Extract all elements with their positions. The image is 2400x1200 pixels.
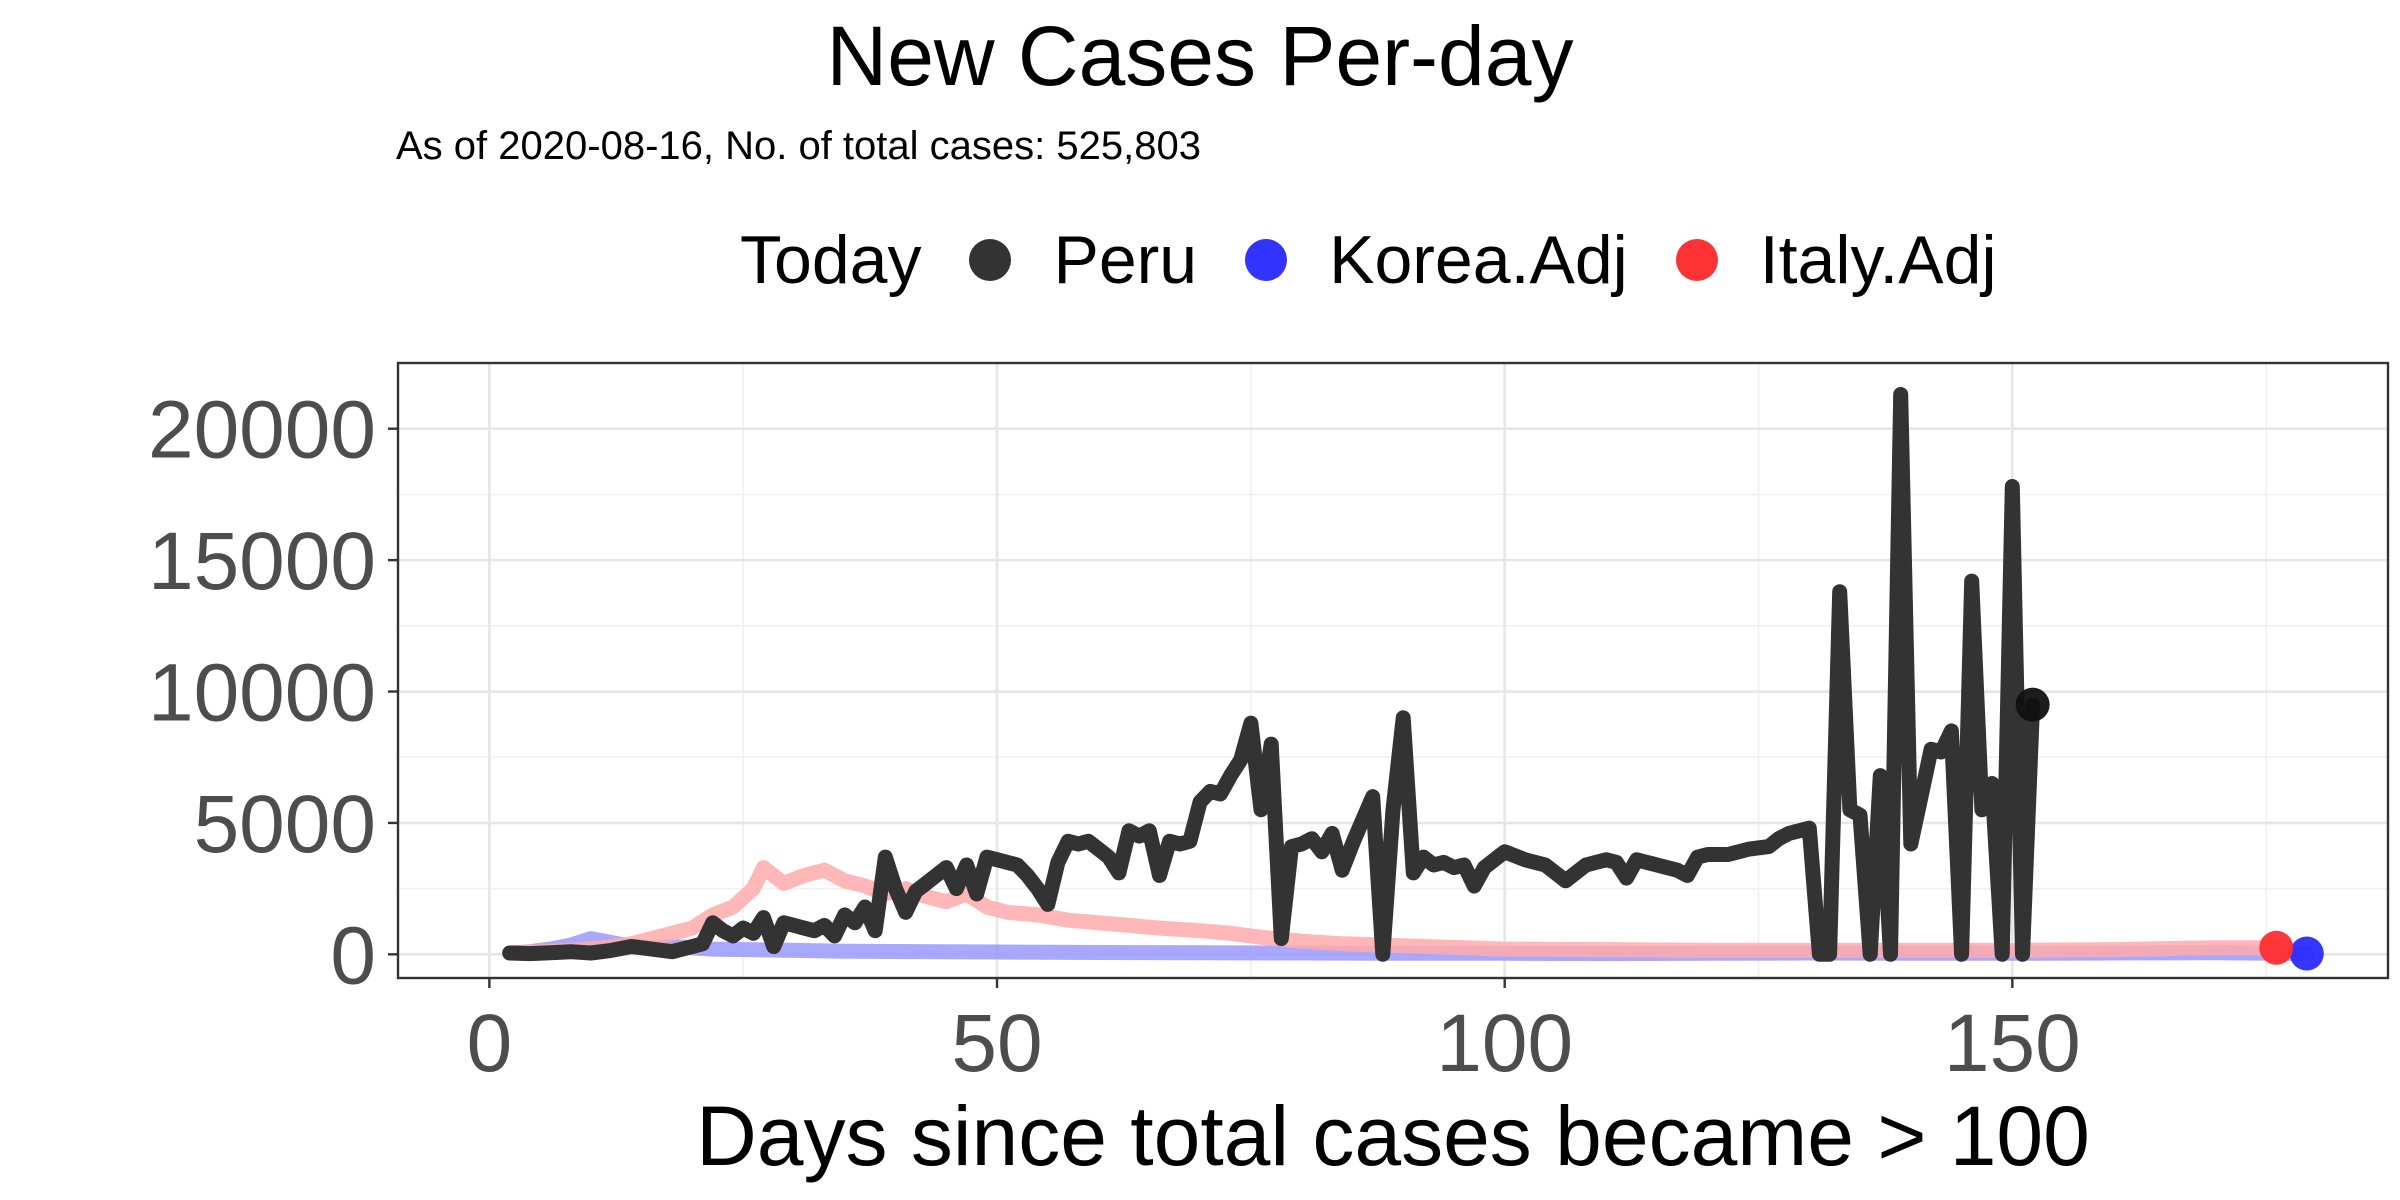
legend-label-korea: Korea.Adj [1329, 222, 1628, 298]
legend-item-italy: Italy.Adj [1675, 221, 1997, 299]
x-tick-label: 150 [1944, 998, 2081, 1089]
legend: Today Peru Korea.Adj Italy.Adj [740, 215, 2045, 305]
series-layer [502, 387, 2324, 971]
x-tick-label: 100 [1436, 998, 1573, 1089]
legend-item-korea: Korea.Adj [1245, 221, 1628, 299]
today-point-italy-adj [2259, 930, 2294, 965]
chart-subtitle: As of 2020-08-16, No. of total cases: 52… [396, 124, 1201, 168]
chart-title: New Cases Per-day [826, 9, 1574, 103]
x-axis-title: Days since total cases became > 100 [696, 1089, 2090, 1183]
legend-key-korea [1245, 239, 1288, 281]
legend-label-italy: Italy.Adj [1759, 222, 1997, 298]
legend-item-peru: Peru [969, 221, 1197, 299]
x-tick-label: 50 [951, 998, 1042, 1089]
y-tick-label: 0 [330, 910, 376, 1001]
y-tick-label: 15000 [148, 516, 376, 607]
x-tick-label: 0 [467, 998, 513, 1089]
today-point-peru [2015, 687, 2050, 722]
legend-key-peru [969, 239, 1012, 281]
legend-key-italy [1675, 239, 1718, 281]
y-tick-label: 5000 [194, 779, 376, 870]
y-tick-label: 20000 [148, 385, 376, 476]
series-line-italy-adj [502, 860, 2284, 961]
legend-title: Today [740, 222, 922, 298]
ticks: 0 50 100 150 0 5000 10000 15000 20000 [148, 385, 2081, 1089]
legend-label-peru: Peru [1053, 222, 1198, 298]
panel-border [396, 361, 2390, 980]
y-tick-label: 10000 [148, 648, 376, 739]
today-point-korea-adj [2289, 936, 2324, 971]
series-line-peru [502, 387, 2041, 962]
